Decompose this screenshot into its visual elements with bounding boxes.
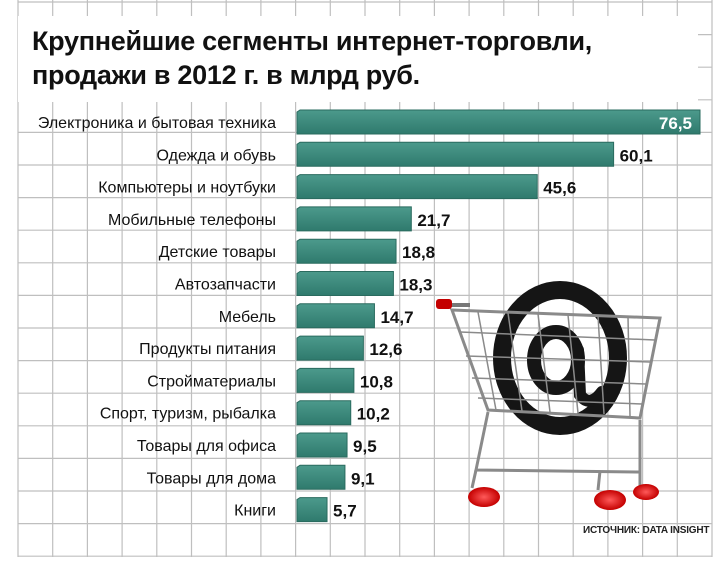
cart-basket <box>440 303 662 491</box>
category-label: Книги <box>234 503 276 520</box>
bar <box>296 109 701 135</box>
chart-title-line-1: Крупнейшие сегменты интернет-торговли, <box>32 26 592 56</box>
value-label: 18,3 <box>399 276 432 295</box>
bar <box>296 497 328 523</box>
bar <box>296 174 538 200</box>
value-label: 76,5 <box>659 114 692 133</box>
shopping-cart-illustration <box>436 281 662 510</box>
category-label: Спорт, туризм, рыбалка <box>100 406 276 423</box>
value-label: 5,7 <box>333 502 357 521</box>
source-note: ИСТОЧНИК: DATA INSIGHT <box>583 525 710 536</box>
cart-wheels <box>468 484 659 510</box>
category-label: Продукты питания <box>139 341 276 358</box>
value-label: 12,6 <box>369 340 402 359</box>
value-label: 9,1 <box>351 469 375 488</box>
bar <box>296 271 394 296</box>
cart-handle-icon <box>436 299 452 309</box>
value-label: 14,7 <box>380 308 413 327</box>
category-label: Детские товары <box>159 244 276 261</box>
category-label: Мебель <box>219 309 276 326</box>
category-label: Компьютеры и ноутбуки <box>98 180 276 197</box>
value-label: 45,6 <box>543 179 576 198</box>
bar <box>296 464 346 490</box>
bar <box>296 400 352 426</box>
category-label: Товары для офиса <box>137 438 276 455</box>
category-labels: Электроника и бытовая техника Одежда и об… <box>38 115 276 520</box>
value-label: 21,7 <box>417 211 450 230</box>
bars <box>296 109 701 523</box>
category-label: Товары для дома <box>147 470 277 487</box>
bar <box>296 238 397 264</box>
bar <box>296 141 615 167</box>
bar <box>296 303 375 329</box>
category-label: Стройматериалы <box>147 373 276 390</box>
category-label: Автозапчасти <box>175 277 276 294</box>
bar <box>296 335 364 361</box>
value-label: 9,5 <box>353 437 377 456</box>
value-label: 10,2 <box>357 405 390 424</box>
category-label: Электроника и бытовая техника <box>38 115 276 132</box>
bar <box>296 206 412 232</box>
category-label: Одежда и обувь <box>157 147 276 164</box>
chart-title-line-2: продажи в 2012 г. в млрд руб. <box>32 60 420 90</box>
value-label: 60,1 <box>620 146 653 165</box>
value-label: 18,8 <box>402 243 435 262</box>
bar <box>296 367 355 393</box>
category-label: Мобильные телефоны <box>108 212 276 229</box>
value-label: 10,8 <box>360 372 393 391</box>
bar <box>296 432 348 458</box>
title-box: Крупнейшие сегменты интернет-торговли, п… <box>18 16 698 102</box>
value-labels: 76,5 60,1 45,6 21,7 18,8 18,3 14,7 12,6 10,8 10,2… <box>333 114 692 521</box>
